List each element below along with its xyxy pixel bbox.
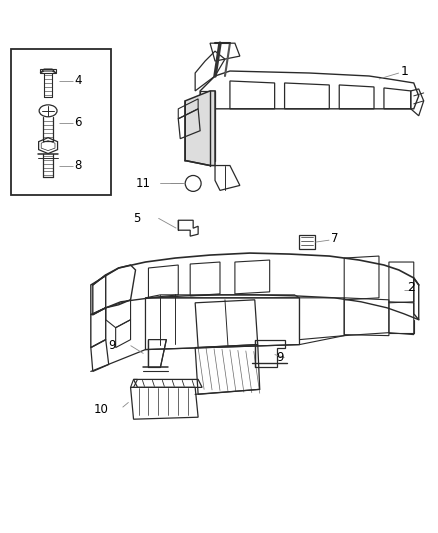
Text: 11: 11 bbox=[135, 177, 151, 190]
Text: 10: 10 bbox=[94, 403, 109, 416]
Circle shape bbox=[185, 175, 201, 191]
Bar bbox=[300, 235, 315, 249]
Bar bbox=[11, 49, 111, 196]
Text: 6: 6 bbox=[74, 116, 81, 130]
Text: 8: 8 bbox=[74, 159, 81, 172]
Text: 1: 1 bbox=[401, 64, 409, 77]
Text: 4: 4 bbox=[74, 75, 81, 87]
Text: 7: 7 bbox=[331, 232, 339, 245]
Text: 9: 9 bbox=[277, 351, 284, 364]
Polygon shape bbox=[185, 91, 215, 166]
Text: 2: 2 bbox=[407, 281, 415, 294]
Text: 9: 9 bbox=[108, 339, 116, 352]
Bar bbox=[40, 69, 56, 73]
Text: 5: 5 bbox=[133, 212, 141, 225]
